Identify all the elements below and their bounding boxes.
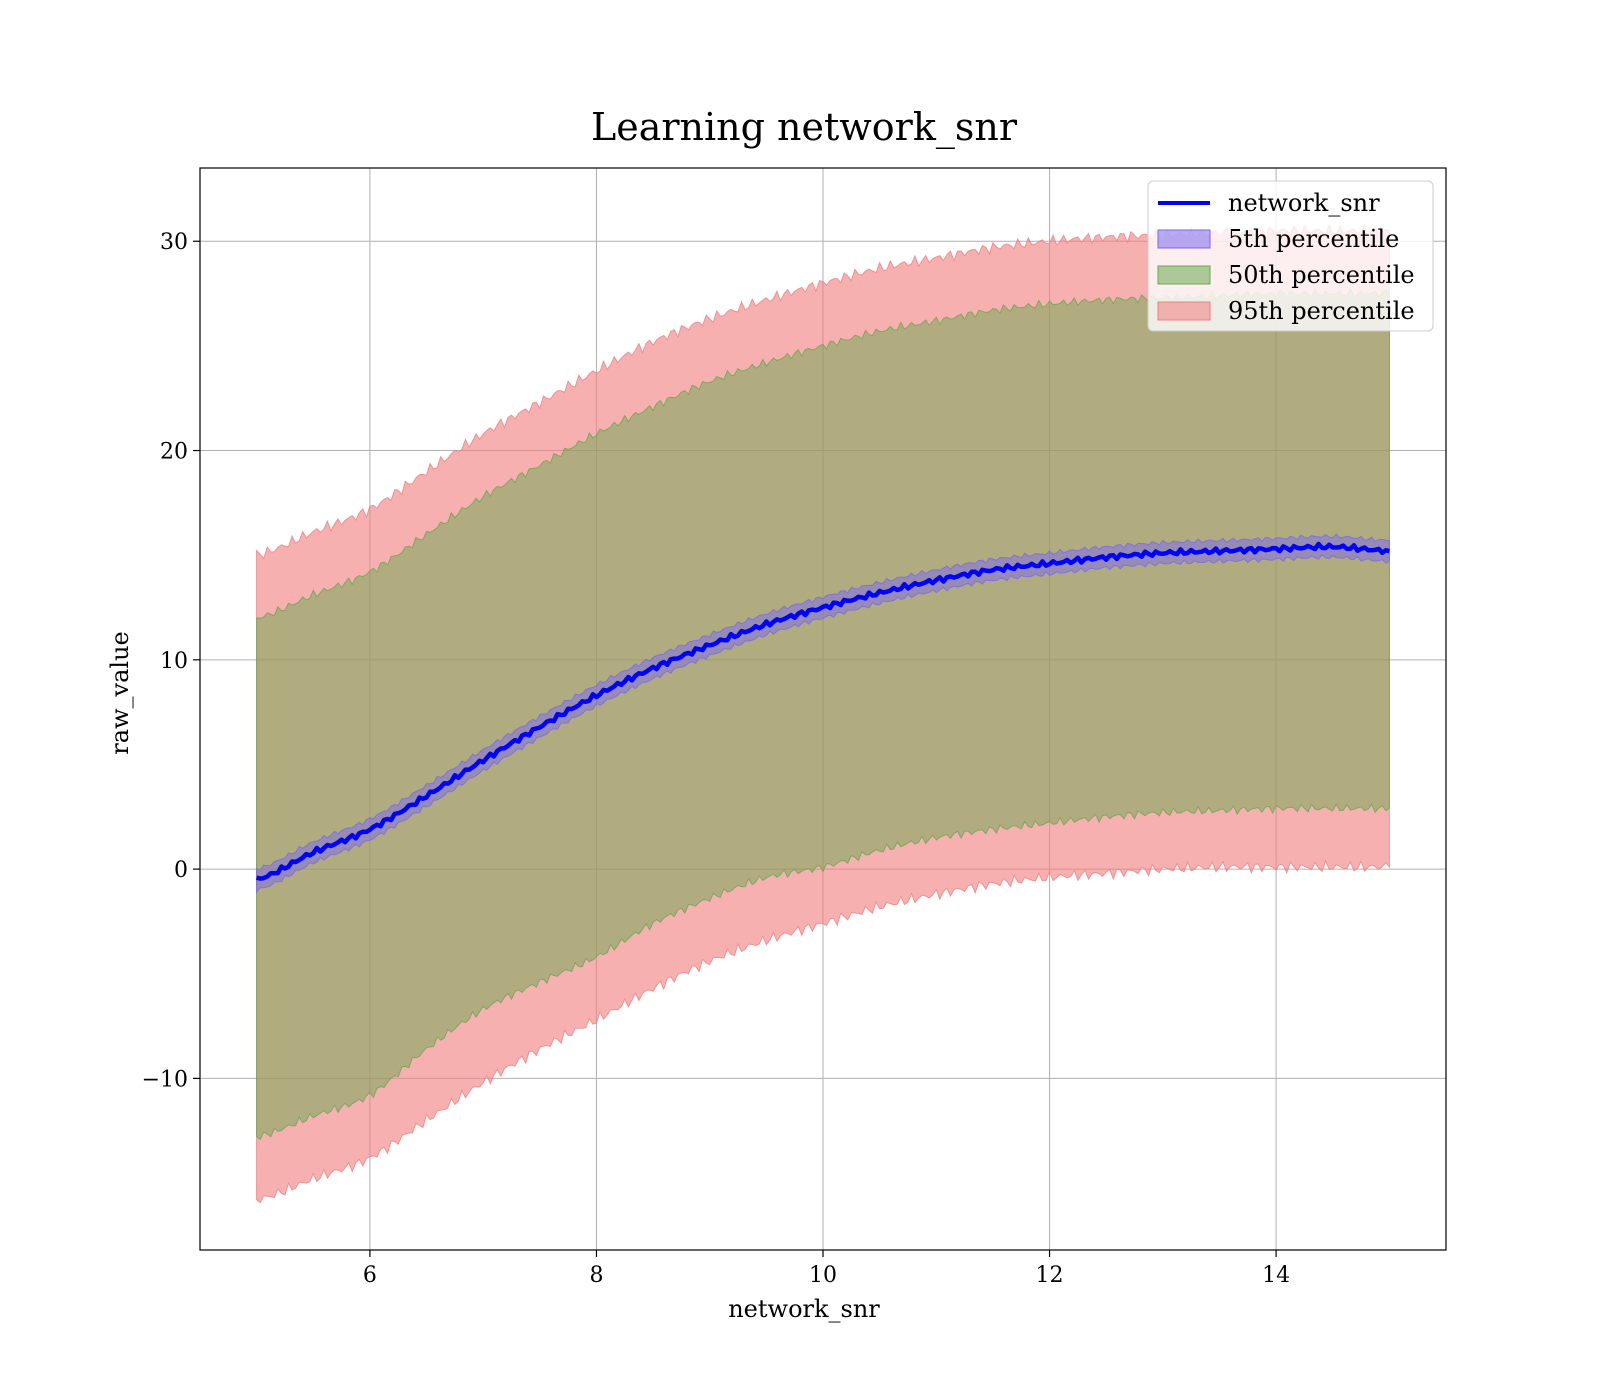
y-tick-label: 20 [160, 440, 188, 465]
legend-swatch-patch [1157, 301, 1211, 321]
legend-label: network_snr [1228, 189, 1380, 217]
series-line-network-snr [256, 541, 1390, 881]
y-axis-label: raw_value [106, 631, 134, 755]
y-tick-label: 0 [174, 858, 188, 883]
band-50th-percentile [256, 287, 1390, 1141]
legend-box [1147, 180, 1434, 332]
legend-label: 5th percentile [1228, 225, 1399, 253]
legend-label: 50th percentile [1228, 261, 1415, 289]
y-tick-label: −10 [142, 1067, 188, 1092]
x-tick-label: 8 [589, 1263, 603, 1288]
x-tick-label: 10 [809, 1263, 837, 1288]
x-tick-label: 14 [1262, 1263, 1290, 1288]
legend-swatch-patch [1157, 229, 1211, 249]
legend-swatch-patch [1157, 265, 1211, 285]
x-tick-label: 6 [363, 1263, 377, 1288]
chart-title: Learning network_snr [591, 105, 1018, 150]
plot-area: 6 8 10 12 14 −10 0 10 20 30 [142, 167, 1447, 1288]
series-group [256, 223, 1390, 1204]
y-tick-label: 10 [160, 649, 188, 674]
legend-label: 95th percentile [1228, 297, 1415, 325]
legend: network_snr 5th percentile 50th percentile… [1147, 180, 1434, 332]
x-tick-label: 12 [1036, 1263, 1064, 1288]
y-tick-label: 30 [160, 230, 188, 255]
x-axis-label: network_snr [728, 1295, 880, 1323]
